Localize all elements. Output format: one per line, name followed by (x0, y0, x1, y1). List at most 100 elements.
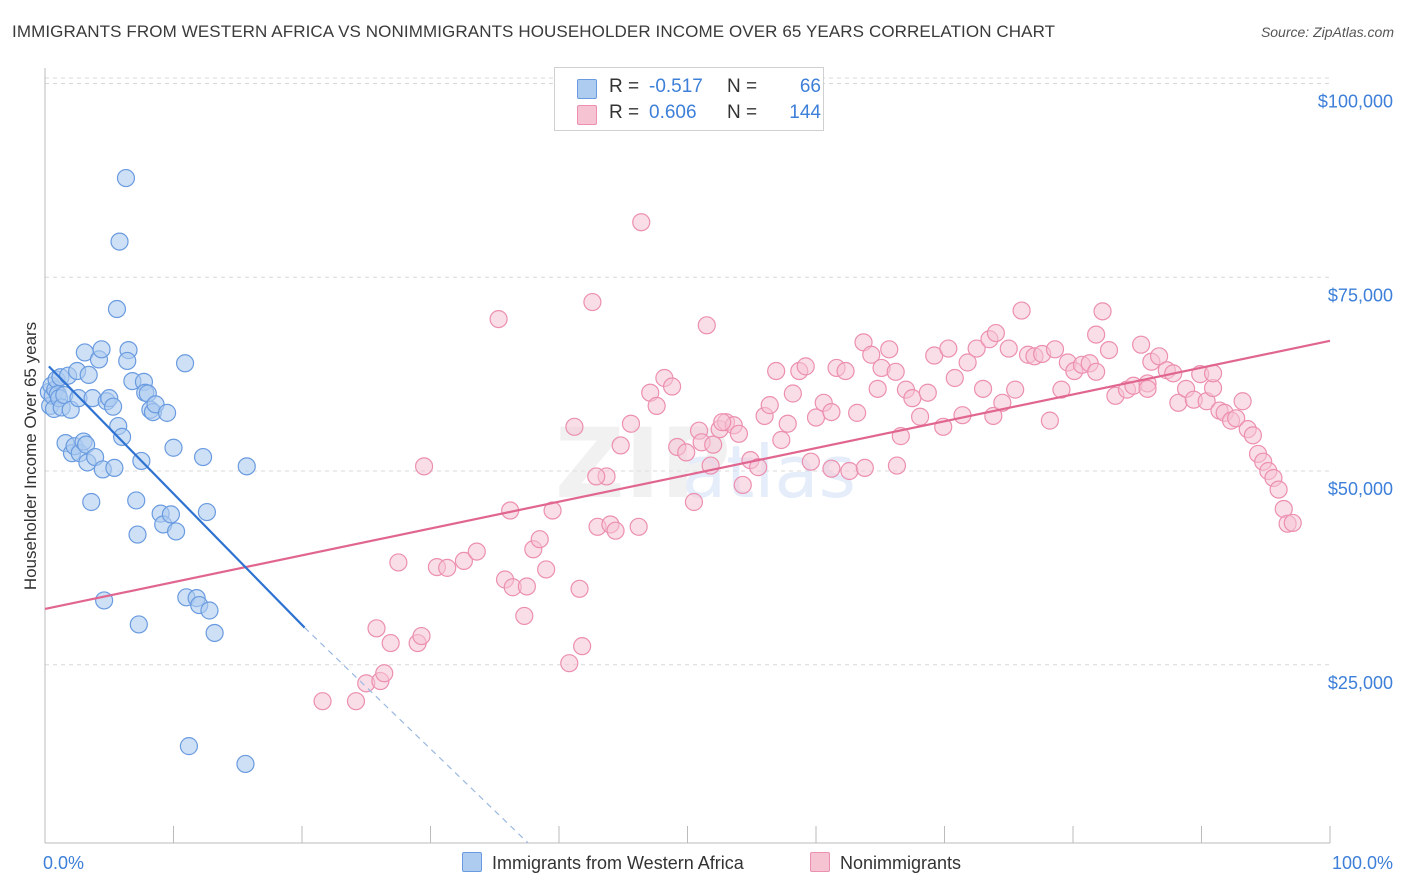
chart-source: Source: ZipAtlas.com (1260, 24, 1394, 40)
nonimmigrant-point (999, 339, 1018, 358)
nonimmigrant-point (606, 521, 625, 540)
western-africa-point (110, 232, 129, 251)
nonimmigrant-point (910, 407, 930, 426)
nonimmigrant-point (515, 606, 534, 626)
western-africa-point (118, 351, 137, 371)
nonimmigrant-point (848, 403, 867, 422)
trend-lines (44, 339, 1331, 844)
nonimmigrant-point (1012, 301, 1031, 320)
western-africa-point (237, 457, 256, 476)
pink-swatch (810, 852, 830, 872)
nonimmigrant-point (573, 637, 592, 656)
nonimmigrant-point (662, 377, 682, 396)
western-africa-point (82, 492, 101, 512)
nonimmigrant-point (1138, 379, 1157, 398)
western-africa-point (79, 365, 98, 384)
legend-r-label: R = (609, 102, 640, 123)
nonimmigrant-point (1040, 411, 1059, 430)
nonimmigrant-point (414, 457, 434, 476)
nonimmigrant-point (375, 664, 394, 683)
legend-n-value: 66 (799, 76, 821, 97)
nonimmigrant-point (647, 396, 666, 415)
nonimmigrant-point (565, 417, 584, 436)
legend-n-value: 144 (789, 102, 821, 123)
legend-n-label: N = (727, 76, 758, 97)
western-africa-point (164, 438, 183, 457)
nonimmigrant-point (438, 558, 457, 577)
nonimmigrant-point (822, 459, 841, 478)
nonimmigrant-point (517, 577, 536, 596)
nonimmigrant-point (1099, 341, 1119, 360)
nonimmigrant-point (346, 692, 366, 711)
blue-swatch (462, 852, 482, 872)
nonimmigrant-point (632, 213, 651, 232)
nonimmigrant-point (313, 692, 332, 711)
nonimmigrant-point (836, 361, 855, 381)
nonimmigrant-point (1006, 380, 1025, 399)
nonimmigrant-point (958, 353, 977, 372)
western-africa-point (179, 737, 199, 756)
western-africa-point (166, 522, 186, 541)
nonimmigrant-point (1045, 340, 1065, 359)
nonimmigrant-point (868, 379, 887, 398)
axes (44, 68, 1331, 844)
blue-swatch (577, 79, 597, 99)
y-tick-label: $50,000 (1328, 479, 1393, 499)
nonimmigrant-point (489, 310, 508, 329)
nonimmigrant-point (822, 403, 841, 422)
nonimmigrant-point (903, 389, 922, 408)
nonimmigrant-point (621, 414, 641, 433)
bottom-legend-nonimmigrants: Nonimmigrants (810, 852, 961, 874)
nonimmigrant-point (801, 452, 820, 471)
series-western-africa (39, 168, 256, 774)
western-africa-point (205, 623, 224, 643)
nonimmigrant-point (684, 492, 704, 512)
nonimmigrant-point (840, 461, 859, 481)
western-africa-point (105, 458, 124, 477)
series-a-label: Immigrants from Western Africa (492, 853, 744, 873)
tick-labels: $25,000 $50,000 $75,000 $100,000 0.0% 100.0% (43, 92, 1393, 874)
nonimmigrant-point (587, 467, 606, 486)
nonimmigrant-point (1093, 302, 1112, 321)
western-africa-point (107, 299, 127, 319)
western-africa-point (128, 525, 147, 544)
nonimmigrant-point (1149, 347, 1169, 366)
western-africa-point (193, 447, 213, 467)
nonimmigrant-point (729, 424, 749, 443)
nonimmigrant-point (855, 458, 874, 477)
legend-r-label: R = (609, 76, 640, 97)
x-tick-label: 0.0% (43, 853, 84, 873)
nonimmigrant-point (993, 393, 1012, 412)
nonimmigrant-point (945, 368, 964, 388)
series-b-label: Nonimmigrants (840, 853, 962, 873)
western-africa-point (200, 601, 219, 620)
western-africa-trend-extension (304, 627, 529, 844)
western-africa-point (127, 491, 146, 510)
nonimmigrant-point (583, 292, 602, 312)
correlation-legend: R = -0.517 N = 66 R = 0.606 N = 144 (554, 67, 824, 131)
legend-r-value: 0.606 (649, 102, 697, 123)
nonimmigrant-point (767, 361, 786, 381)
nonimmigrant-point (611, 436, 630, 455)
nonimmigrant-point (629, 517, 648, 536)
nonimmigrant-point (367, 619, 386, 638)
gridlines (45, 77, 1330, 666)
nonimmigrant-point (887, 456, 907, 475)
western-africa-point (175, 354, 195, 373)
nonimmigrant-point (570, 579, 589, 598)
nonimmigrant-point (1052, 380, 1071, 399)
western-africa-point (197, 502, 217, 522)
nonimmigrant-point (389, 553, 408, 572)
nonimmigrant-point (1269, 480, 1288, 499)
nonimmigrant-point (939, 339, 958, 358)
nonimmigrant-point (1283, 513, 1302, 533)
y-axis-label: Householder Income Over 65 years (21, 322, 40, 590)
legend-r-value: -0.517 (649, 76, 703, 97)
nonimmigrant-point (697, 316, 716, 335)
nonimmigrant-point (778, 414, 797, 433)
nonimmigrant-point (760, 396, 779, 415)
nonimmigrant-point (1243, 426, 1263, 445)
nonimmigrant-point (918, 383, 937, 402)
bottom-legend-western-africa: Immigrants from Western Africa (462, 852, 744, 874)
